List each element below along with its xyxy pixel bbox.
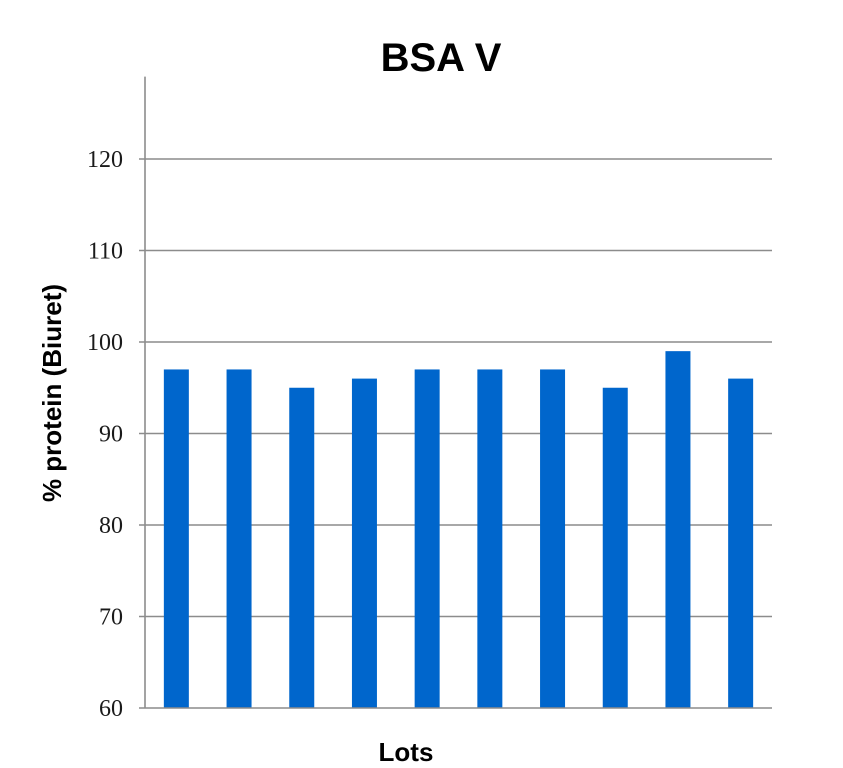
y-tick-label: 80 [99, 513, 123, 539]
bar-10 [728, 378, 754, 708]
bar-5 [414, 369, 440, 708]
bar-1 [163, 369, 189, 708]
bar-9 [665, 351, 691, 708]
bar-3 [289, 387, 315, 708]
y-tick-label: 110 [88, 239, 123, 265]
y-tick-label: 60 [99, 696, 123, 722]
y-tick-label: 120 [87, 147, 123, 173]
y-axis-title: % protein (Biuret) [37, 284, 67, 502]
y-axis-ticks: 60 70 80 90 100 110 120 [87, 147, 123, 722]
bar-4 [351, 378, 377, 708]
chart-title: BSA V [381, 36, 502, 80]
bar-8 [602, 387, 628, 708]
y-tick-label: 100 [87, 330, 123, 356]
bar-7 [540, 369, 566, 708]
bars [163, 351, 754, 708]
bar-6 [477, 369, 503, 708]
y-tick-label: 70 [99, 605, 123, 631]
y-tick-label: 90 [99, 422, 123, 448]
axes [139, 76, 772, 709]
x-axis-title: Lots [379, 737, 434, 767]
bar-2 [226, 369, 252, 708]
